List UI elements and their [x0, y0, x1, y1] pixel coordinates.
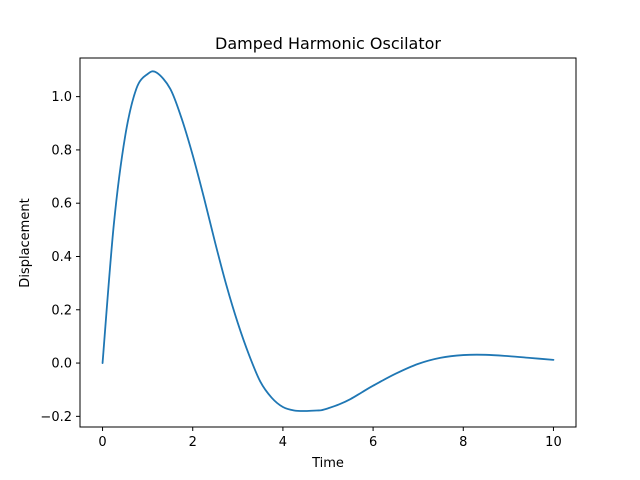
- x-axis-ticks: 0 2 4 6 8 10: [98, 427, 562, 450]
- chart-title: Damped Harmonic Oscilator: [215, 34, 441, 53]
- y-tick-label: 0.6: [51, 197, 72, 212]
- y-tick-label: −0.2: [40, 410, 72, 425]
- axes-background: [80, 58, 576, 427]
- axes-frame: [79, 57, 577, 428]
- x-tick-label: 6: [369, 435, 377, 450]
- x-axis-label: Time: [311, 456, 344, 471]
- x-tick-label: 10: [545, 435, 562, 450]
- x-tick-label: 0: [98, 435, 106, 450]
- x-tick-label: 2: [189, 435, 197, 450]
- x-tick-label: 4: [279, 435, 287, 450]
- y-axis-ticks: −0.2 0.0 0.2 0.4 0.6 0.8 1.0: [40, 90, 80, 425]
- plot-area: [79, 57, 577, 428]
- y-tick-label: 0.4: [51, 250, 72, 265]
- y-axis-label: Displacement: [18, 198, 33, 287]
- y-tick-label: 0.2: [51, 303, 72, 318]
- y-tick-label: 1.0: [51, 90, 72, 105]
- y-tick-label: 0.0: [51, 357, 72, 372]
- x-tick-label: 8: [459, 435, 467, 450]
- y-tick-label: 0.8: [51, 143, 72, 158]
- series-line: [101, 70, 555, 412]
